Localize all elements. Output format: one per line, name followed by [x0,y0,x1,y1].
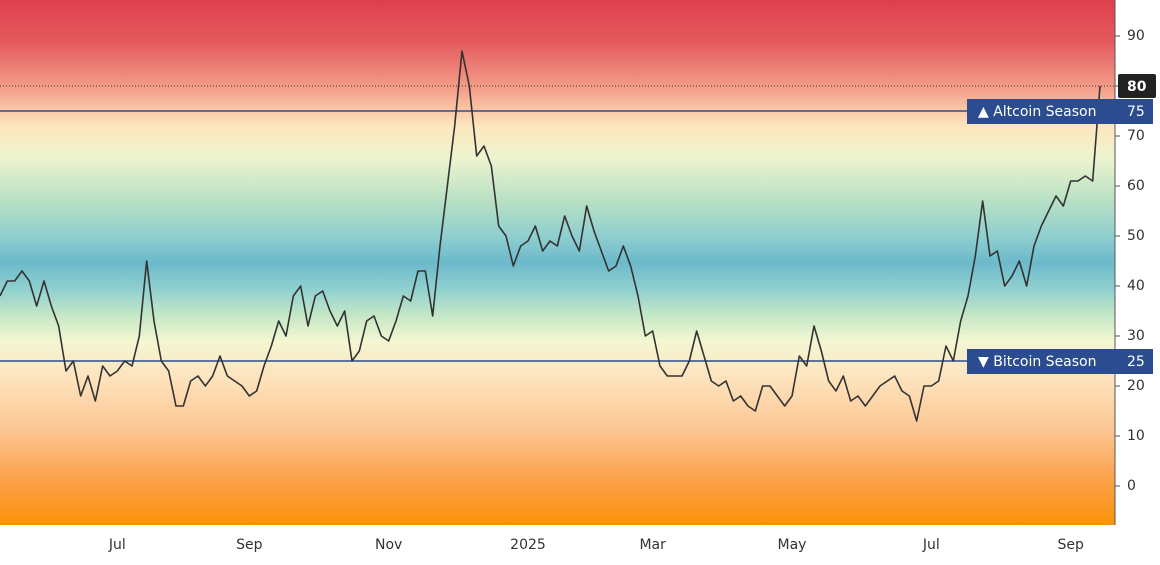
y-tick-label: 20 [1127,378,1145,394]
x-tick-label: Jul [922,537,940,553]
reference-box [967,99,1153,124]
plot-background [0,0,1115,525]
data-line [0,50,1101,422]
x-tick-label: Jul [108,537,126,553]
last-value-box [1118,74,1156,98]
x-tick-label: Sep [1057,537,1084,553]
y-tick-label: 40 [1127,278,1145,294]
y-tick-label: 30 [1127,328,1145,344]
reference-value: 75 [1127,104,1145,120]
y-tick-label: 0 [1127,478,1136,494]
reference-label: ▼ Bitcoin Season [978,354,1097,370]
reference-label: ▲ Altcoin Season [978,104,1096,120]
y-tick-label: 50 [1127,228,1145,244]
y-tick-label: 60 [1127,178,1145,194]
x-tick-label: Sep [236,537,263,553]
y-tick-label: 70 [1127,128,1145,144]
reference-value: 25 [1127,354,1145,370]
last-value-label: 80 [1127,79,1147,95]
x-tick-label: May [778,537,807,553]
x-tick-label: Mar [639,537,666,553]
y-tick-label: 90 [1127,28,1145,44]
y-tick-label: 10 [1127,428,1145,444]
x-tick-label: Nov [375,537,402,553]
reference-box [967,349,1153,374]
x-tick-label: 2025 [510,537,546,553]
